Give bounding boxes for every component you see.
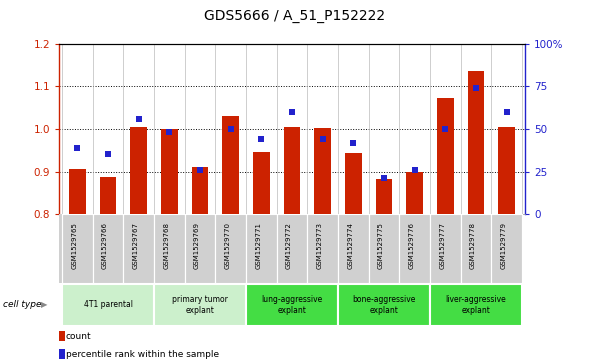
Point — [471, 85, 481, 91]
Bar — [461, 214, 491, 283]
Bar — [253, 152, 270, 214]
Bar — [161, 129, 178, 214]
Point — [257, 136, 266, 142]
Bar — [69, 170, 86, 214]
Point — [502, 109, 512, 115]
Bar — [130, 127, 147, 214]
Bar — [430, 214, 461, 283]
Bar — [284, 127, 300, 214]
Point — [349, 140, 358, 146]
Text: lung-aggressive
explant: lung-aggressive explant — [261, 295, 323, 315]
Bar — [437, 98, 454, 214]
Bar — [491, 214, 522, 283]
Text: GSM1529770: GSM1529770 — [225, 223, 231, 269]
Text: GSM1529772: GSM1529772 — [286, 223, 292, 269]
Bar — [100, 177, 116, 214]
Bar — [314, 127, 331, 214]
Point — [195, 167, 205, 173]
Text: liver-aggressive
explant: liver-aggressive explant — [445, 295, 506, 315]
Text: 4T1 parental: 4T1 parental — [84, 301, 133, 309]
Bar — [345, 153, 362, 214]
Bar — [499, 127, 515, 214]
Point — [134, 116, 143, 122]
Text: GSM1529773: GSM1529773 — [317, 223, 323, 269]
Bar — [62, 284, 154, 326]
Text: GSM1529778: GSM1529778 — [470, 223, 476, 269]
Text: GSM1529775: GSM1529775 — [378, 223, 384, 269]
Text: GSM1529774: GSM1529774 — [348, 223, 353, 269]
Bar — [93, 214, 123, 283]
Bar — [338, 284, 430, 326]
Text: GSM1529768: GSM1529768 — [163, 223, 169, 269]
Bar — [307, 214, 338, 283]
Text: GSM1529779: GSM1529779 — [501, 223, 507, 269]
Text: GDS5666 / A_51_P152222: GDS5666 / A_51_P152222 — [205, 9, 385, 23]
Text: primary tumor
explant: primary tumor explant — [172, 295, 228, 315]
Bar — [185, 214, 215, 283]
Text: GSM1529776: GSM1529776 — [409, 223, 415, 269]
Text: cell type: cell type — [3, 301, 41, 309]
Point — [318, 136, 327, 142]
Text: GSM1529769: GSM1529769 — [194, 223, 200, 269]
Bar — [468, 71, 484, 214]
Text: bone-aggressive
explant: bone-aggressive explant — [352, 295, 416, 315]
Text: GSM1529767: GSM1529767 — [133, 223, 139, 269]
Text: GSM1529766: GSM1529766 — [102, 223, 108, 269]
Bar — [246, 284, 338, 326]
Point — [103, 152, 113, 158]
Bar — [215, 214, 246, 283]
Point — [165, 129, 174, 135]
Point — [226, 126, 235, 132]
Bar — [246, 214, 277, 283]
Text: ▶: ▶ — [41, 301, 48, 309]
Bar — [376, 179, 392, 214]
Text: GSM1529765: GSM1529765 — [71, 223, 77, 269]
Bar — [222, 116, 239, 214]
Text: percentile rank within the sample: percentile rank within the sample — [65, 350, 219, 359]
Text: GSM1529771: GSM1529771 — [255, 223, 261, 269]
Text: count: count — [65, 332, 91, 340]
Bar — [62, 214, 93, 283]
Bar — [154, 214, 185, 283]
Bar — [154, 284, 246, 326]
Point — [379, 175, 389, 181]
Bar — [59, 349, 64, 359]
Point — [441, 126, 450, 132]
Bar — [277, 214, 307, 283]
Bar — [338, 214, 369, 283]
Point — [410, 167, 419, 173]
Point — [287, 109, 297, 115]
Bar — [407, 171, 423, 214]
Point — [73, 145, 82, 151]
Text: GSM1529777: GSM1529777 — [440, 223, 445, 269]
Bar — [123, 214, 154, 283]
Bar — [430, 284, 522, 326]
Bar — [369, 214, 399, 283]
Bar — [59, 331, 64, 341]
Bar — [399, 214, 430, 283]
Bar — [192, 167, 208, 214]
